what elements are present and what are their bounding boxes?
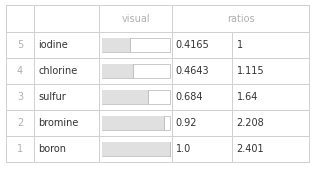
Bar	[102, 38, 170, 52]
Text: chlorine: chlorine	[38, 66, 78, 76]
Bar	[102, 90, 148, 104]
Text: 0.92: 0.92	[175, 118, 197, 128]
Text: sulfur: sulfur	[38, 92, 66, 102]
Text: 4: 4	[17, 66, 23, 76]
Bar	[102, 90, 170, 104]
Text: 2.208: 2.208	[237, 118, 264, 128]
Bar	[102, 38, 130, 52]
Text: visual: visual	[122, 14, 150, 24]
Text: 3: 3	[17, 92, 23, 102]
Text: boron: boron	[38, 144, 66, 154]
Bar	[102, 64, 170, 78]
Bar	[102, 142, 170, 156]
Text: 0.4165: 0.4165	[175, 40, 209, 50]
Bar	[102, 142, 170, 156]
Text: 0.684: 0.684	[175, 92, 203, 102]
Bar	[102, 116, 170, 130]
Text: iodine: iodine	[38, 40, 68, 50]
Text: 1: 1	[17, 144, 23, 154]
Text: ratios: ratios	[227, 14, 254, 24]
Text: 2: 2	[17, 118, 23, 128]
Text: 5: 5	[17, 40, 23, 50]
Bar	[102, 64, 133, 78]
Bar	[102, 116, 164, 130]
Text: 1.64: 1.64	[237, 92, 258, 102]
Text: 1: 1	[237, 40, 243, 50]
Text: 1.0: 1.0	[175, 144, 191, 154]
Text: bromine: bromine	[38, 118, 79, 128]
Text: 1.115: 1.115	[237, 66, 264, 76]
Text: 2.401: 2.401	[237, 144, 264, 154]
Text: 0.4643: 0.4643	[175, 66, 209, 76]
